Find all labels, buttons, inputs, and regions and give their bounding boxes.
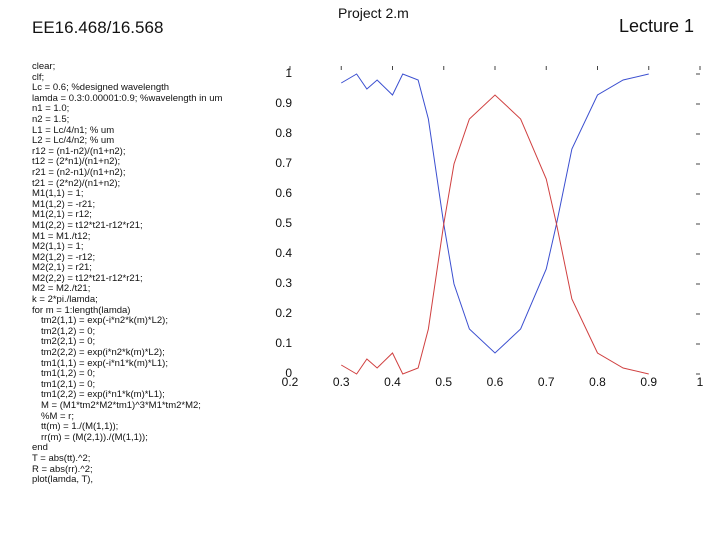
code-line: tm2(1,1) = exp(-i*n2*k(m)*L2);: [41, 315, 168, 327]
y-tick-label: 1: [285, 66, 292, 80]
y-tick-label: 0.5: [275, 216, 292, 230]
code-line: M2 = M2./t21;: [32, 283, 91, 295]
file-title: Project 2.m: [338, 5, 409, 21]
code-line: tm1(2,2) = exp(i*n1*k(m)*L1);: [41, 389, 165, 401]
code-line: end: [32, 442, 48, 454]
y-tick-label: 0.7: [275, 156, 292, 170]
series-line: [340, 73, 649, 354]
code-line: M1(2,2) = t12*t21-r12*r21;: [32, 219, 143, 231]
y-tick-label: 0.6: [275, 186, 292, 200]
code-line: M2(1,1) = 1;: [32, 241, 84, 253]
x-tick-label: 0.5: [435, 375, 452, 389]
code-line: tm1(2,1) = 0;: [41, 378, 96, 390]
code-line: r21 = (n2-n1)/(n1+n2);: [32, 166, 126, 178]
code-line: M1(1,2) = -r21;: [32, 198, 96, 210]
x-tick-label: 0.6: [487, 375, 504, 389]
y-tick-label: 0.3: [275, 276, 292, 290]
code-line: tm1(1,2) = 0;: [41, 368, 96, 380]
x-tick-label: 0.2: [282, 375, 299, 389]
code-line: tt(m) = 1./(M(1,1));: [41, 421, 119, 433]
code-line: L1 = Lc/4/n1; % um: [32, 124, 115, 136]
x-tick-label: 0.4: [384, 375, 401, 389]
code-line: M1(2,1) = r12;: [32, 209, 92, 221]
code-line: T = abs(tt).^2;: [32, 452, 91, 464]
code-line: tm2(1,2) = 0;: [41, 325, 96, 337]
x-tick-label: 1: [697, 375, 704, 389]
y-tick-label: 0.9: [275, 96, 292, 110]
code-line: clear;: [32, 61, 56, 72]
code-line: M1(1,1) = 1;: [32, 188, 84, 200]
lecture-title: Lecture 1: [618, 16, 694, 36]
code-line: k = 2*pi./lamda;: [32, 294, 98, 306]
code-line: Lc = 0.6; %designed wavelength: [32, 82, 170, 94]
code-line: r12 = (n1-n2)/(n1+n2);: [32, 145, 126, 157]
code-line: plot(lamda, T),: [32, 474, 94, 486]
code-line: t21 = (2*n2)/(n1+n2);: [32, 177, 121, 189]
code-line: tm1(1,1) = exp(-i*n1*k(m)*L1);: [41, 357, 168, 369]
code-line: R = abs(rr).^2;: [32, 463, 93, 475]
code-line: for m = 1:length(lamda): [32, 304, 131, 316]
course-title: EE16.468/16.568: [32, 18, 164, 37]
code-line: n2 = 1.5;: [32, 113, 70, 125]
code-line: tm2(2,1) = 0;: [41, 336, 96, 348]
x-tick-label: 0.8: [589, 375, 606, 389]
y-tick-label: 0.4: [275, 246, 292, 260]
code-line: clf;: [32, 71, 45, 83]
y-tick-label: 0: [285, 366, 292, 380]
y-tick-label: 0.8: [275, 126, 292, 140]
series-line: [340, 94, 649, 375]
code-line: M2(2,2) = t12*t21-r12*r21;: [32, 272, 143, 284]
code-line: L2 = Lc/4/n2; % um: [32, 135, 115, 147]
y-tick-label: 0.1: [275, 336, 292, 350]
code-line: tm2(2,2) = exp(i*n2*k(m)*L2);: [41, 347, 165, 359]
code-line: M1 = M1./t12;: [32, 230, 91, 242]
code-line: %M = r;: [41, 410, 74, 422]
code-line: lamda = 0.3:0.00001:0.9; %wavelength in …: [32, 92, 223, 104]
code-line: M = (M1*tm2*M2*tm1)^3*M1*tm2*M2;: [41, 400, 201, 411]
code-line: M2(2,1) = r21;: [32, 262, 92, 274]
y-tick-label: 0.2: [275, 306, 292, 320]
x-tick-label: 0.7: [538, 375, 555, 389]
x-tick-label: 0.3: [333, 375, 350, 389]
code-block: clear; clf; Lc = 0.6; %designed wavelength…: [32, 61, 223, 486]
code-line: t12 = (2*n1)/(n1+n2);: [32, 156, 121, 168]
code-line: M2(1,2) = -r12;: [32, 251, 96, 263]
x-tick-label: 0.9: [640, 375, 657, 389]
code-line: rr(m) = (M(2,1))./(M(1,1));: [41, 431, 148, 443]
code-line: n1 = 1.0;: [32, 103, 70, 115]
